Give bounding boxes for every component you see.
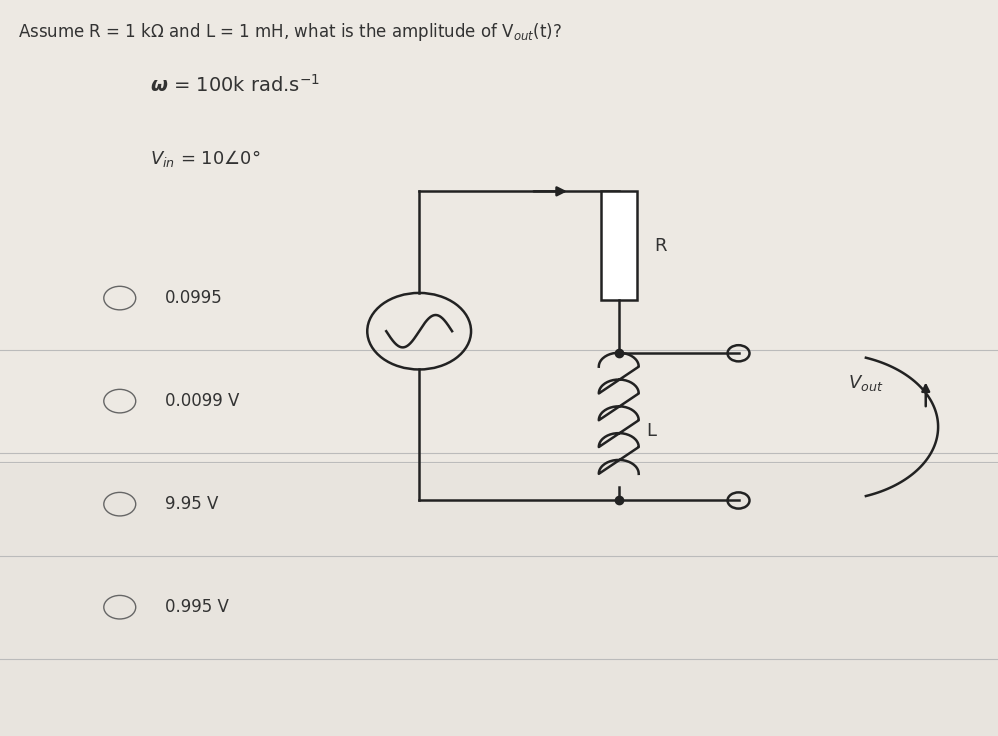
FancyBboxPatch shape xyxy=(0,0,998,464)
Text: 0.995 V: 0.995 V xyxy=(165,598,229,616)
Text: Assume R = 1 kΩ and L = 1 mH, what is the amplitude of V$_{out}$(t)?: Assume R = 1 kΩ and L = 1 mH, what is th… xyxy=(18,21,562,43)
Text: 0.0099 V: 0.0099 V xyxy=(165,392,240,410)
Text: $V_{in}$ = 10$\angle$0$°$: $V_{in}$ = 10$\angle$0$°$ xyxy=(150,148,260,169)
Text: 9.95 V: 9.95 V xyxy=(165,495,218,513)
Text: 0.0995: 0.0995 xyxy=(165,289,223,307)
Text: R: R xyxy=(655,237,668,255)
Bar xyxy=(601,191,637,300)
Text: $V_{out}$: $V_{out}$ xyxy=(848,372,883,393)
Text: $\boldsymbol{\omega}$ = 100k rad.s$^{-1}$: $\boldsymbol{\omega}$ = 100k rad.s$^{-1}… xyxy=(150,74,319,96)
Text: L: L xyxy=(647,422,657,440)
